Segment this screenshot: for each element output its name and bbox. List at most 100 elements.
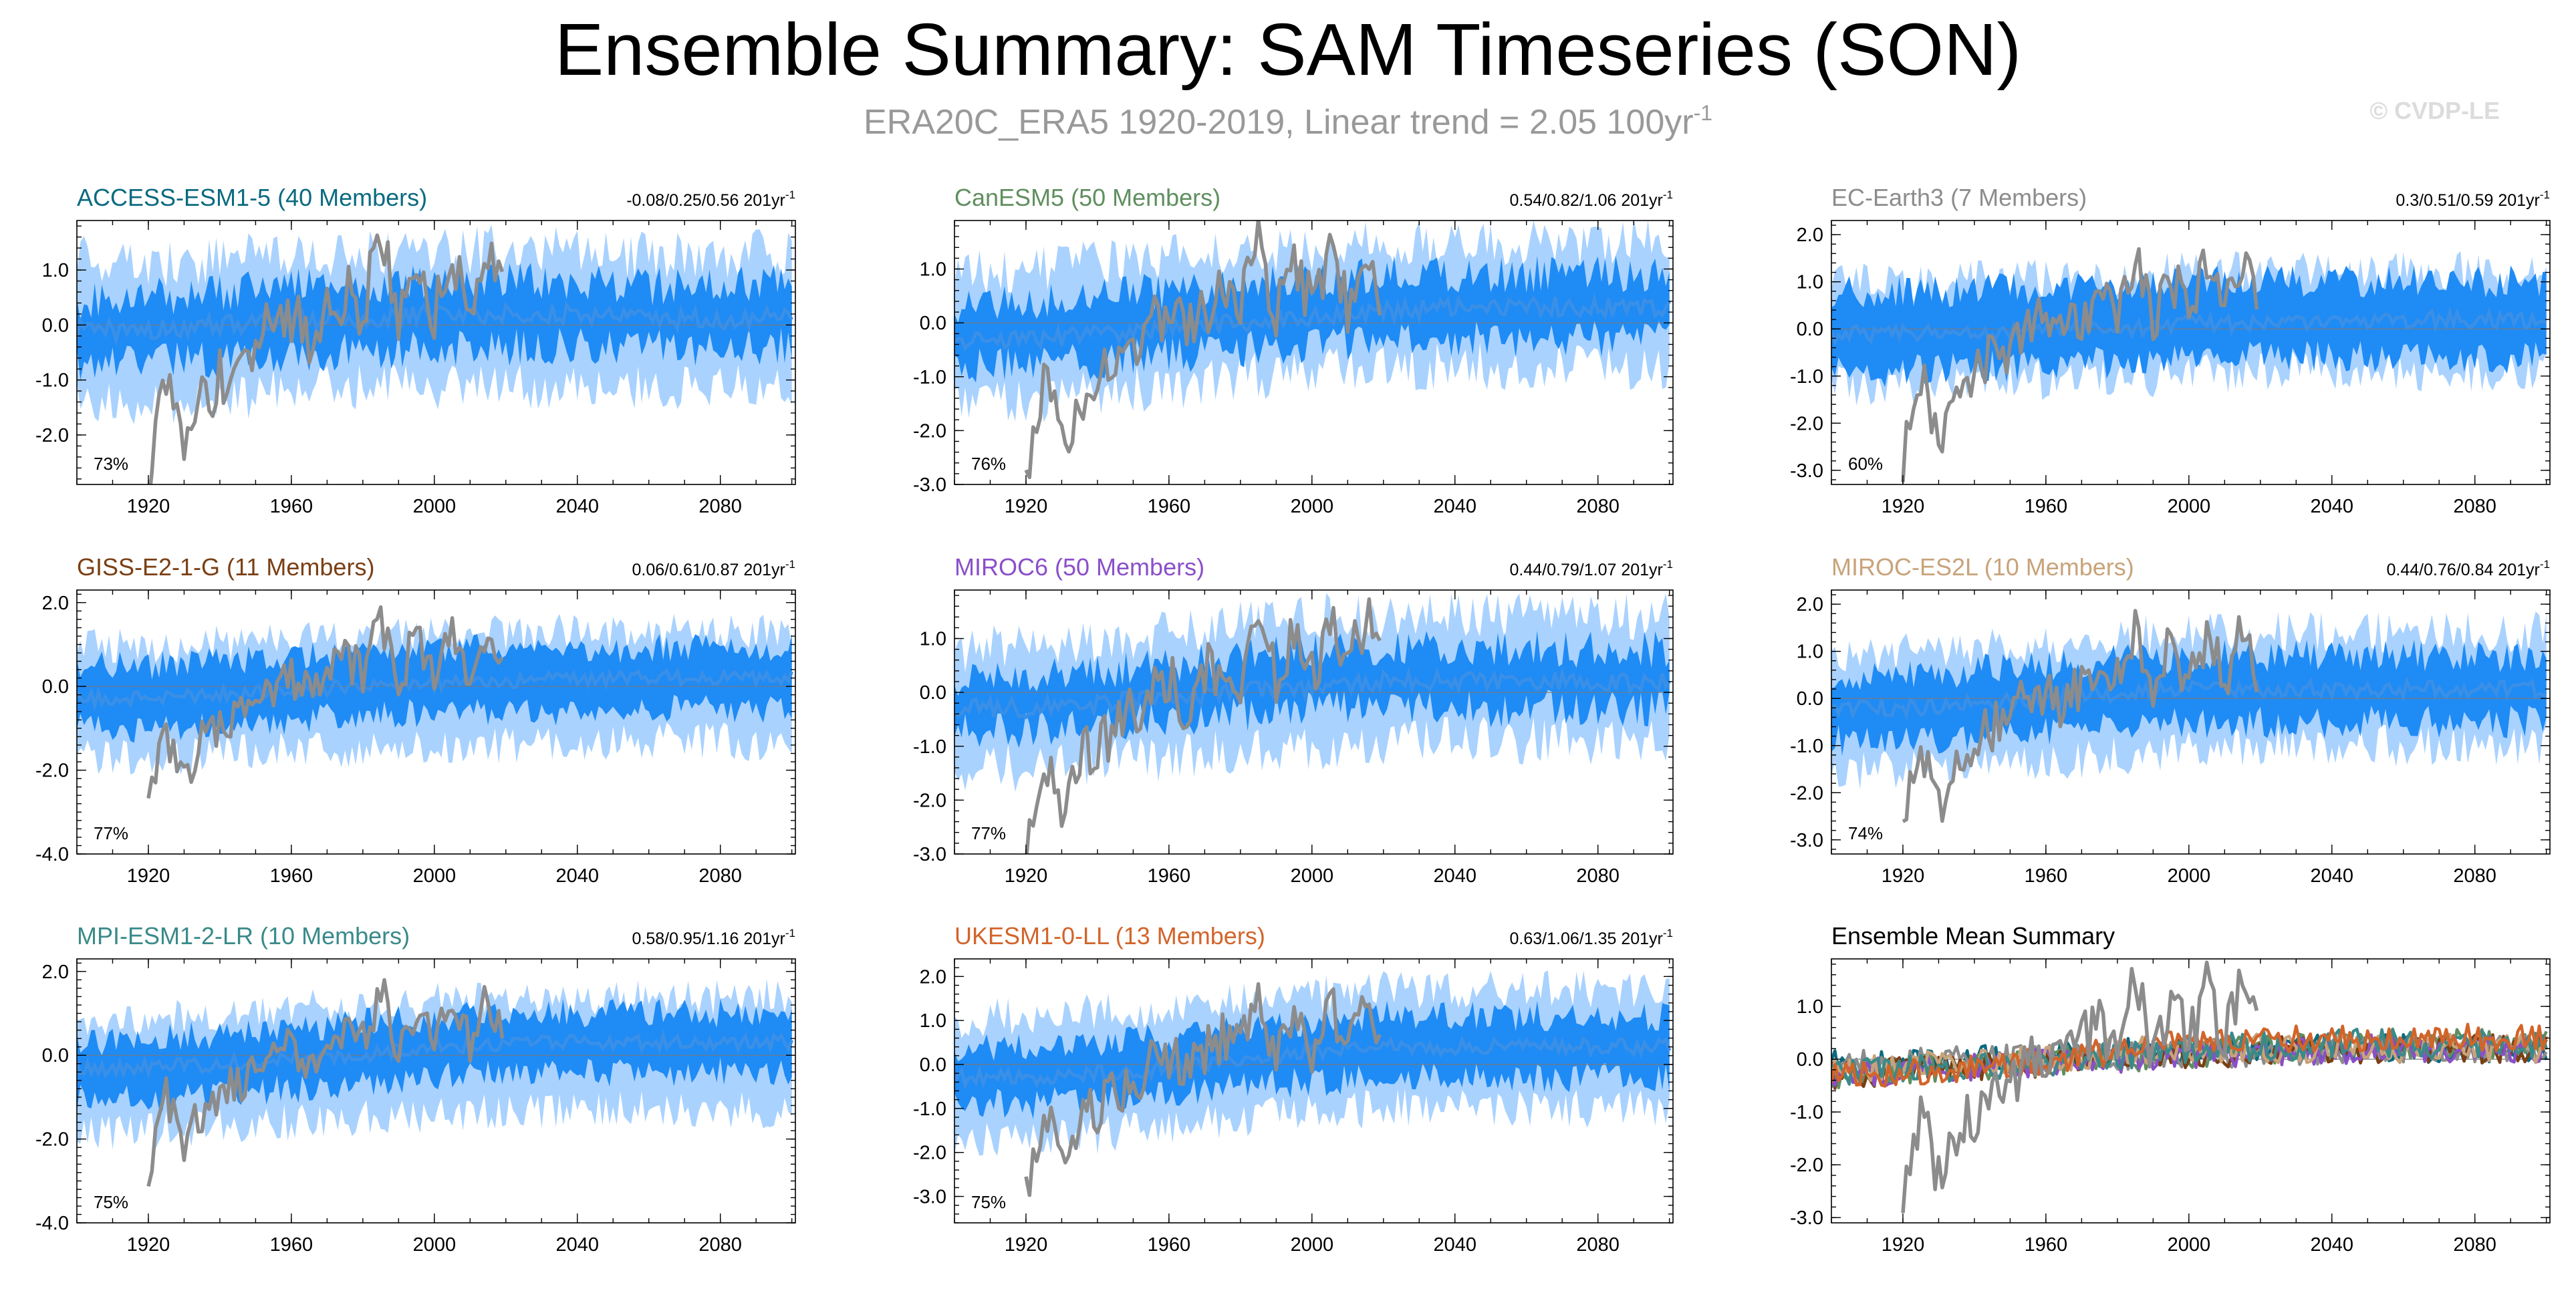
ensemble-mean-line bbox=[1831, 676, 2547, 722]
x-tick-label: 1960 bbox=[1148, 1234, 1191, 1256]
panel-access: -2.0 -1.0 0.0 1.0 1920 1960 2000 2040 2080 ACCESS… bbox=[35, 184, 796, 517]
y-tick-label: 0.0 bbox=[42, 676, 69, 698]
copyright-watermark: © CVDP-LE bbox=[2369, 97, 2500, 124]
x-tick-label: 1920 bbox=[1882, 1234, 1925, 1256]
y-tick-label: 1.0 bbox=[1797, 641, 1823, 663]
figure-title: Ensemble Summary: SAM Timeseries (SON) bbox=[555, 9, 2021, 91]
trend-exponent: -1 bbox=[1663, 558, 1673, 571]
x-tick-label: 2040 bbox=[2310, 865, 2353, 887]
y-tick-label: 2.0 bbox=[1797, 594, 1823, 615]
plot-frame bbox=[1831, 220, 2551, 485]
panel-title: Ensemble Mean Summary bbox=[1831, 922, 2115, 950]
plot-area-giss bbox=[77, 605, 795, 799]
panel-mpi: -4.0 -2.0 0.0 2.0 1920 1960 2000 2040 2080 MPI-ES… bbox=[35, 922, 796, 1256]
y-tick-label: 2.0 bbox=[42, 593, 69, 614]
percent-label: 77% bbox=[94, 823, 128, 843]
x-tick-label: 2080 bbox=[698, 1234, 742, 1256]
plot-area-ensmean bbox=[1831, 960, 2550, 1213]
percent-label: 60% bbox=[1848, 454, 1883, 474]
percent-label: 75% bbox=[94, 1192, 128, 1212]
y-tick-label: -2.0 bbox=[35, 425, 69, 446]
x-tick-label: 2000 bbox=[1291, 865, 1334, 887]
percent-label: 74% bbox=[1848, 823, 1883, 843]
trend-exponent: -1 bbox=[2540, 188, 2550, 201]
x-tick-label: 1920 bbox=[1005, 496, 1048, 517]
y-tick-label: -4.0 bbox=[35, 1213, 69, 1234]
observations-line bbox=[1024, 221, 1382, 480]
y-tick-label: -3.0 bbox=[913, 474, 946, 496]
observations-line bbox=[1901, 247, 2259, 482]
panel-giss: -4.0 -2.0 0.0 2.0 1920 1960 2000 2040 2080 GISS-E… bbox=[35, 553, 796, 887]
trend-text: 0.06/0.61/0.87 201yr bbox=[632, 561, 785, 579]
series-line-miroc-es2l bbox=[1831, 1032, 2548, 1083]
x-tick-label: 1960 bbox=[270, 1234, 313, 1256]
trend-exponent: -1 bbox=[785, 927, 795, 940]
observations-line bbox=[146, 978, 505, 1187]
panel-title: MIROC6 (50 Members) bbox=[954, 553, 1204, 581]
x-tick-label: 1960 bbox=[2025, 865, 2068, 887]
panel-ecearth: -3.0 -2.0 -1.0 0.0 1.0 2.0 1920 1960 2000 2040 208… bbox=[1790, 184, 2551, 517]
panel-title: EC-Earth3 (7 Members) bbox=[1831, 184, 2087, 211]
ensemble-mean-line bbox=[1831, 306, 2547, 345]
plot-area-ukesm bbox=[954, 970, 1673, 1197]
panel-title: MIROC-ES2L (10 Members) bbox=[1831, 553, 2134, 581]
y-tick-label: 1.0 bbox=[920, 1010, 946, 1032]
plot-area-mirocesl bbox=[1831, 609, 2550, 823]
x-tick-label: 2040 bbox=[1433, 496, 1476, 517]
y-tick-label: -3.0 bbox=[1790, 460, 1823, 482]
y-tick-label: -1.0 bbox=[1790, 1102, 1823, 1123]
y-tick-label: 0.0 bbox=[1797, 319, 1823, 340]
y-tick-label: -2.0 bbox=[35, 760, 69, 782]
trend-text: 0.58/0.95/1.16 201yr bbox=[632, 929, 785, 948]
x-tick-label: 1960 bbox=[270, 496, 313, 517]
panel-title: MPI-ESM1-2-LR (10 Members) bbox=[77, 922, 410, 950]
panel-title: ACCESS-ESM1-5 (40 Members) bbox=[77, 184, 427, 211]
x-tick-label: 2080 bbox=[1576, 1234, 1620, 1256]
y-tick-label: -2.0 bbox=[1790, 1155, 1823, 1176]
trend-exponent: -1 bbox=[785, 188, 795, 201]
x-tick-label: 1960 bbox=[1148, 865, 1191, 887]
observations-line bbox=[146, 605, 504, 799]
x-tick-label: 2040 bbox=[2310, 496, 2353, 517]
x-tick-label: 1960 bbox=[2025, 496, 2068, 517]
x-tick-label: 1920 bbox=[127, 865, 170, 887]
y-tick-label: -2.0 bbox=[913, 1143, 946, 1164]
panel-ensmean: -3.0 -2.0 -1.0 0.0 1.0 1920 1960 2000 2040 2080 En… bbox=[1790, 922, 2551, 1256]
subtitle-exponent: -1 bbox=[1694, 101, 1712, 125]
x-tick-label: 2000 bbox=[413, 865, 457, 887]
trend-text: 0.44/0.79/1.07 201yr bbox=[1510, 561, 1663, 579]
trend-range: 0.3/0.51/0.59 201yr-1 bbox=[2396, 188, 2550, 210]
y-tick-label: 1.0 bbox=[920, 259, 946, 281]
x-tick-label: 2000 bbox=[413, 496, 457, 517]
x-tick-label: 2080 bbox=[2453, 496, 2496, 517]
plot-area-access bbox=[77, 225, 795, 484]
x-tick-label: 2040 bbox=[555, 496, 599, 517]
y-tick-label: 2.0 bbox=[920, 966, 946, 988]
x-tick-label: 2000 bbox=[1291, 496, 1334, 517]
x-tick-label: 2000 bbox=[413, 1234, 457, 1256]
x-tick-label: 2040 bbox=[555, 865, 599, 887]
trend-text: 0.3/0.51/0.59 201yr bbox=[2396, 191, 2539, 210]
trend-range: -0.08/0.25/0.56 201yr-1 bbox=[626, 188, 795, 210]
plot-frame bbox=[1831, 589, 2551, 855]
trend-text: 0.54/0.82/1.06 201yr bbox=[1510, 191, 1663, 210]
x-tick-label: 2040 bbox=[1433, 865, 1476, 887]
trend-exponent: -1 bbox=[2540, 558, 2550, 571]
trend-range: 0.58/0.95/1.16 201yr-1 bbox=[632, 927, 795, 948]
x-tick-label: 2000 bbox=[2168, 496, 2211, 517]
inner-percentile-band bbox=[1831, 639, 2547, 756]
x-tick-label: 2080 bbox=[1576, 496, 1620, 517]
y-tick-label: 0.0 bbox=[42, 1045, 69, 1066]
x-tick-label: 2040 bbox=[1433, 1234, 1476, 1256]
panel-grid: -2.0 -1.0 0.0 1.0 1920 1960 2000 2040 2080 ACCESS… bbox=[35, 184, 2551, 1256]
trend-text: 0.63/1.06/1.35 201yr bbox=[1510, 929, 1663, 948]
panel-title: UKESM1-0-LL (13 Members) bbox=[954, 922, 1265, 950]
y-tick-label: 0.0 bbox=[920, 1054, 946, 1076]
x-tick-label: 2080 bbox=[1576, 865, 1620, 887]
percent-label: 75% bbox=[971, 1192, 1006, 1212]
plot-frame bbox=[76, 589, 796, 855]
plot-area-ecearth bbox=[1831, 247, 2550, 482]
y-tick-label: 0.0 bbox=[920, 682, 946, 704]
x-tick-label: 1920 bbox=[1882, 496, 1925, 517]
x-tick-label: 2080 bbox=[698, 496, 742, 517]
